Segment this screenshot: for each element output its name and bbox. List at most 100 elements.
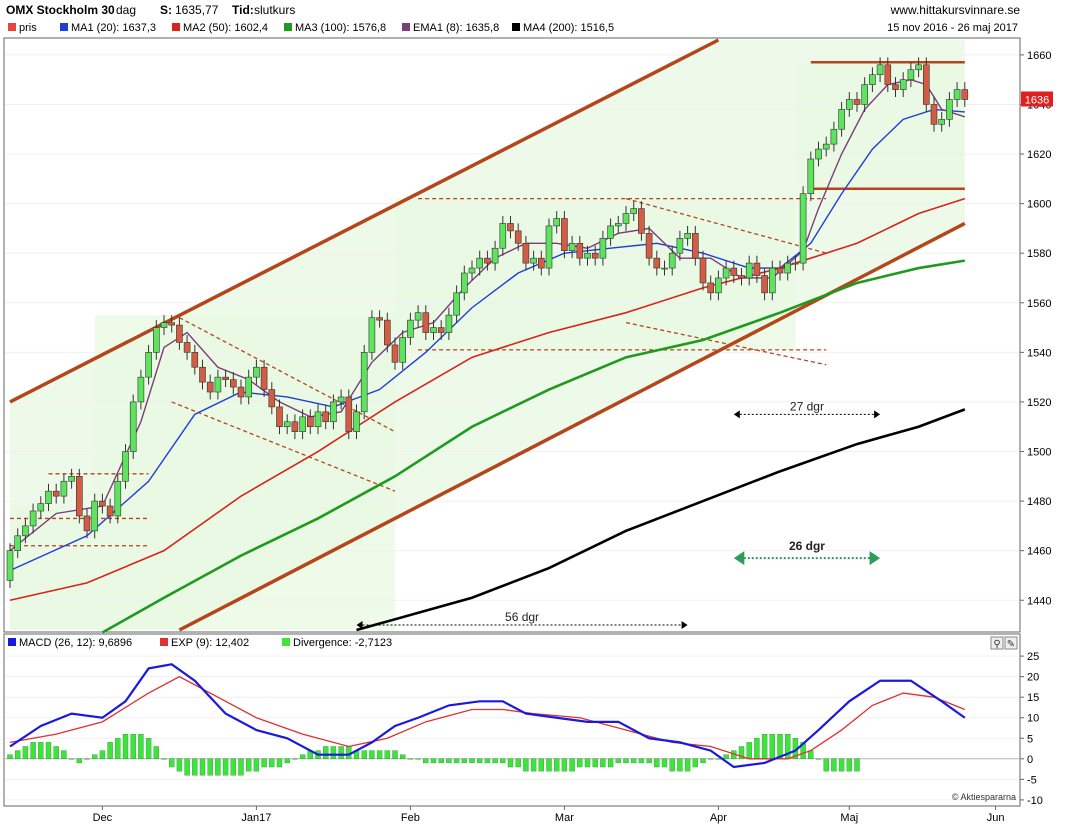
divergence-bar bbox=[130, 733, 136, 760]
divergence-bar bbox=[831, 758, 837, 772]
candle-body bbox=[52, 490, 60, 497]
divergence-bar bbox=[292, 758, 298, 760]
candle-body bbox=[322, 411, 330, 423]
candle-body bbox=[591, 252, 599, 259]
divergence-bar bbox=[661, 758, 668, 768]
x-tick-label: Jun bbox=[987, 812, 1005, 824]
divergence-bar bbox=[646, 758, 652, 764]
divergence-bar bbox=[115, 738, 121, 760]
divergence-bar bbox=[45, 742, 52, 760]
divergence-bar bbox=[400, 754, 406, 760]
candle-body bbox=[153, 327, 160, 353]
candle-body bbox=[530, 257, 537, 264]
divergence-bar bbox=[669, 758, 675, 772]
candle-body bbox=[360, 352, 368, 413]
candle-body bbox=[337, 396, 345, 403]
candle-body bbox=[907, 69, 915, 80]
legend-swatch-ma1 bbox=[60, 23, 68, 31]
instrument-name: OMX Stockholm 30 bbox=[6, 3, 115, 17]
candle-body bbox=[368, 317, 376, 353]
divergence-bar bbox=[7, 754, 13, 760]
candle-body bbox=[414, 312, 422, 321]
candle-body bbox=[553, 218, 561, 227]
candle-body bbox=[214, 376, 222, 393]
divergence-bar bbox=[269, 758, 275, 768]
divergence-bar bbox=[477, 758, 483, 764]
divergence-bar bbox=[91, 754, 98, 760]
candle-body bbox=[884, 64, 892, 85]
divergence-bar bbox=[176, 758, 183, 772]
candle-body bbox=[514, 230, 522, 244]
divergence-bar bbox=[538, 758, 544, 772]
divergence-bar bbox=[145, 738, 152, 760]
candle-body bbox=[268, 389, 276, 408]
divergence-bar bbox=[846, 758, 852, 772]
series-line-ma2 bbox=[9, 197, 966, 602]
divergence-bar bbox=[323, 746, 329, 760]
candle-body bbox=[168, 322, 175, 326]
candle-body bbox=[76, 476, 83, 517]
divergence-bar bbox=[369, 750, 375, 760]
divergence-bar bbox=[84, 758, 90, 760]
divergence-bar bbox=[199, 758, 206, 776]
candle-body bbox=[14, 535, 21, 551]
candle-body bbox=[83, 515, 91, 532]
divergence-bar bbox=[446, 758, 452, 764]
candle-body bbox=[430, 327, 437, 333]
divergence-bar bbox=[284, 758, 290, 764]
divergence-bar bbox=[245, 758, 252, 772]
divergence-bar bbox=[615, 758, 621, 764]
y-tick-label: 1600 bbox=[1027, 199, 1051, 211]
y-tick-label: 1440 bbox=[1027, 595, 1051, 607]
divergence-bar bbox=[376, 750, 383, 760]
divergence-bar bbox=[14, 750, 21, 760]
candle-body bbox=[491, 247, 499, 264]
annotation-arrow-right-0 bbox=[874, 410, 881, 419]
price-y-axis: 1440 1460 1480 1500 1520 1540 1560 1580 1600 1620… bbox=[1020, 50, 1051, 607]
candle-body bbox=[699, 257, 707, 284]
legend-swatch-ma2 bbox=[172, 23, 180, 31]
candle-body bbox=[399, 337, 407, 363]
candle-body bbox=[60, 480, 68, 497]
divergence-bar bbox=[138, 733, 144, 760]
candle-body bbox=[946, 99, 953, 120]
divergence-bar bbox=[507, 758, 514, 768]
candle-body bbox=[391, 344, 399, 363]
candle-body bbox=[437, 327, 445, 333]
candle-body bbox=[445, 314, 453, 333]
candle-body bbox=[222, 376, 229, 380]
legend-label-ema1: EMA1 (8): 1635,8 bbox=[413, 22, 499, 34]
candle-body bbox=[291, 421, 299, 432]
candle-body bbox=[545, 225, 553, 269]
candle-body bbox=[869, 74, 876, 85]
y-tick-label: 1560 bbox=[1027, 298, 1051, 310]
y-tick-label: 1460 bbox=[1027, 546, 1051, 558]
candle-body bbox=[853, 99, 861, 105]
divergence-bar bbox=[338, 746, 344, 760]
divergence-bar bbox=[253, 758, 260, 772]
divergence-bar bbox=[361, 750, 367, 760]
x-tick-label: Apr bbox=[710, 812, 727, 824]
candle-body bbox=[453, 292, 460, 316]
chart-header: OMX Stockholm 30 dag S: 1635,77 Tid: slu… bbox=[6, 3, 1020, 17]
divergence-bar bbox=[122, 733, 129, 760]
divergence-bar bbox=[53, 746, 59, 760]
macd-y-tick-label: -10 bbox=[1027, 795, 1043, 807]
divergence-bar bbox=[623, 758, 629, 764]
candle-body bbox=[460, 272, 468, 294]
candle-body bbox=[792, 262, 799, 265]
candle-body bbox=[861, 84, 869, 105]
divergence-bar bbox=[430, 758, 437, 764]
zoom-button[interactable] bbox=[990, 636, 1004, 650]
candle-body bbox=[753, 262, 761, 276]
price-value: 1635,77 bbox=[175, 3, 219, 17]
divergence-bar bbox=[423, 758, 429, 764]
settings-button[interactable] bbox=[1004, 636, 1018, 650]
candle-body bbox=[484, 257, 491, 264]
candle-body bbox=[422, 312, 430, 333]
y-tick-label: 1580 bbox=[1027, 248, 1051, 260]
macd-legend-swatch-signal bbox=[160, 638, 168, 646]
divergence-bar bbox=[700, 758, 706, 764]
macd-y-tick-label: 15 bbox=[1027, 692, 1039, 704]
